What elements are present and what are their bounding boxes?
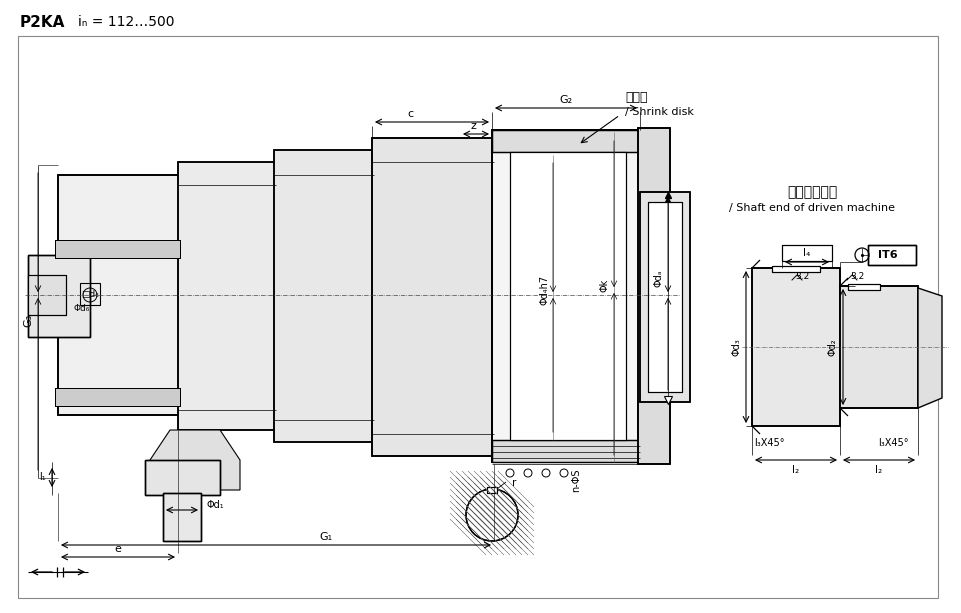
Bar — [492, 440, 644, 462]
Bar — [28, 275, 66, 315]
Text: G₁: G₁ — [319, 532, 333, 542]
Bar — [28, 255, 90, 337]
Text: Φdₐ: Φdₐ — [653, 269, 663, 287]
Bar — [648, 202, 682, 392]
Bar — [274, 150, 374, 442]
Text: l₂: l₂ — [793, 465, 800, 475]
Bar — [492, 130, 644, 152]
Bar — [640, 192, 690, 402]
Text: e: e — [114, 544, 121, 554]
Bar — [638, 128, 670, 464]
Text: Φd₆: Φd₆ — [74, 303, 90, 313]
Text: l₃X45°: l₃X45° — [754, 438, 784, 448]
Bar — [840, 286, 918, 408]
Bar — [145, 460, 220, 495]
Bar — [868, 245, 916, 265]
Text: l₃X45°: l₃X45° — [878, 438, 908, 448]
Bar — [868, 245, 916, 265]
Circle shape — [560, 469, 568, 477]
Bar — [487, 487, 497, 493]
Text: □d₆: □d₆ — [81, 289, 99, 299]
Bar — [487, 487, 497, 493]
Bar — [510, 152, 626, 440]
Text: Φd₁: Φd₁ — [207, 500, 224, 510]
Bar — [163, 493, 201, 541]
Text: G₃: G₃ — [23, 313, 33, 327]
Text: n-ΦS: n-ΦS — [571, 468, 581, 492]
Bar — [58, 175, 180, 415]
Text: z: z — [470, 121, 476, 131]
Polygon shape — [150, 430, 240, 490]
Text: l₁: l₁ — [38, 472, 45, 482]
Circle shape — [542, 469, 550, 477]
Circle shape — [524, 469, 532, 477]
Bar — [640, 192, 690, 402]
Text: 张紧盘: 张紧盘 — [625, 91, 648, 104]
Bar — [55, 240, 180, 258]
Text: Φd₃: Φd₃ — [731, 338, 741, 356]
Text: Φk: Φk — [600, 278, 610, 292]
Text: P2KA: P2KA — [20, 15, 65, 30]
Bar — [178, 162, 276, 430]
Text: / Shaft end of driven machine: / Shaft end of driven machine — [729, 203, 895, 213]
Bar — [492, 440, 644, 462]
Bar — [372, 138, 494, 456]
Bar — [510, 152, 626, 440]
Bar — [840, 286, 918, 408]
Bar — [492, 130, 644, 462]
Bar — [848, 284, 880, 290]
Text: r: r — [512, 478, 516, 488]
Text: l₄: l₄ — [803, 248, 811, 258]
Bar — [782, 245, 832, 261]
Polygon shape — [918, 288, 942, 408]
Text: iₙ = 112…500: iₙ = 112…500 — [78, 15, 175, 29]
Bar — [648, 202, 682, 392]
Bar — [782, 245, 832, 261]
Bar — [848, 284, 880, 290]
Circle shape — [506, 469, 514, 477]
Bar — [772, 266, 820, 272]
Bar — [58, 175, 180, 415]
Bar — [80, 283, 100, 305]
Text: IT6: IT6 — [878, 250, 898, 260]
Text: 3.2: 3.2 — [850, 272, 864, 281]
Text: Φd₄h7: Φd₄h7 — [540, 275, 550, 305]
Bar — [28, 275, 66, 315]
Bar — [492, 130, 644, 152]
Text: G₂: G₂ — [559, 95, 573, 105]
Text: c: c — [407, 109, 413, 119]
Bar — [178, 162, 276, 430]
Text: l₂: l₂ — [875, 465, 882, 475]
Text: 工作机连接轴: 工作机连接轴 — [787, 185, 837, 199]
Bar — [274, 150, 374, 442]
Bar — [55, 388, 180, 406]
Bar — [772, 266, 820, 272]
Bar — [752, 268, 840, 426]
Text: Φd₂: Φd₂ — [827, 338, 837, 356]
Bar — [163, 493, 201, 541]
Bar — [55, 240, 180, 258]
Circle shape — [466, 489, 518, 541]
Bar — [28, 255, 90, 337]
Bar — [55, 388, 180, 406]
Text: / Shrink disk: / Shrink disk — [625, 107, 694, 117]
Bar — [492, 130, 644, 462]
Text: 3.2: 3.2 — [795, 272, 809, 281]
Bar — [372, 138, 494, 456]
Bar — [145, 460, 220, 495]
Bar — [638, 128, 670, 464]
Bar — [752, 268, 840, 426]
